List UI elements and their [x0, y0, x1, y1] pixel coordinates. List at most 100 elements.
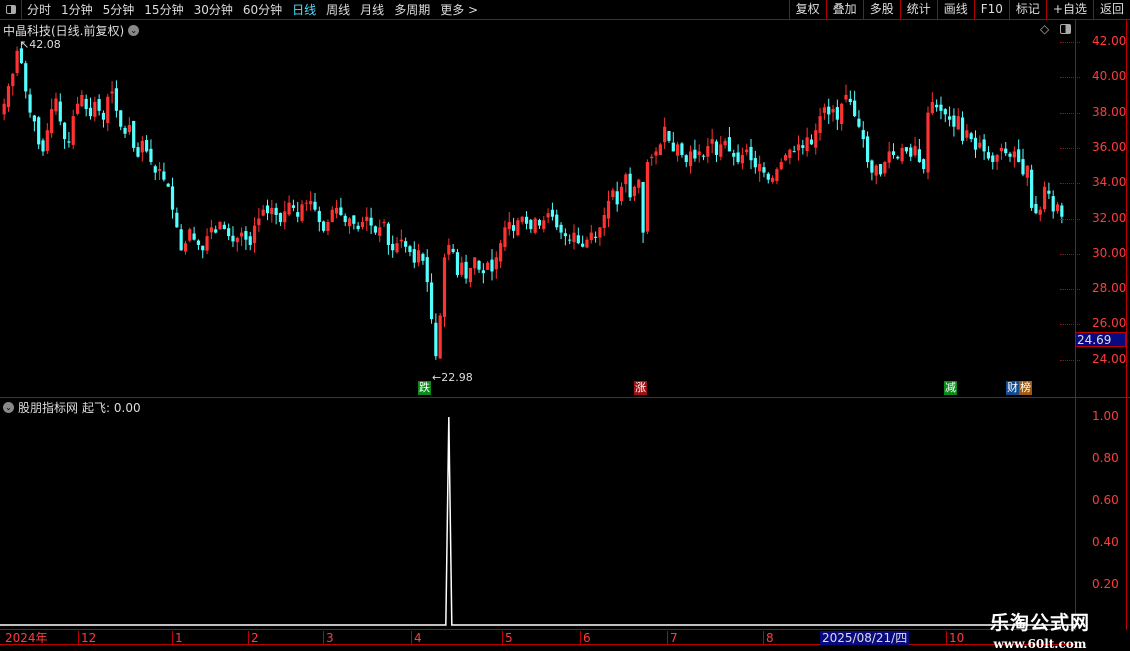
toolbar-button[interactable]: 返回: [1092, 0, 1130, 20]
candle: [373, 225, 378, 235]
candle-body: [162, 171, 166, 180]
marker-finance[interactable]: 财: [1006, 381, 1019, 395]
candle-body: [853, 100, 857, 117]
candlestick-chart[interactable]: [0, 20, 1075, 397]
candle: [878, 164, 883, 177]
candle: [93, 96, 97, 122]
candle-body: [606, 200, 611, 219]
period-tab[interactable]: 5分钟: [102, 3, 135, 17]
candle: [529, 218, 533, 233]
candle: [54, 92, 58, 115]
candle-body: [909, 147, 913, 157]
candle-body: [175, 212, 179, 228]
period-toolbar: 分时 1分钟 5分钟 15分钟 30分钟 60分钟 日线 周线 月线 多周期 更多 > 复权 叠加 多股…: [0, 0, 1130, 20]
marker-rise[interactable]: 涨: [634, 381, 647, 395]
period-tab[interactable]: 多周期: [394, 3, 431, 17]
time-axis-label: 5: [502, 631, 513, 645]
candle: [45, 123, 49, 154]
candle-body: [878, 164, 883, 175]
time-axis-label: 10: [946, 631, 964, 645]
candle: [710, 128, 714, 154]
candle: [585, 236, 589, 248]
time-axis-label: 6: [580, 631, 591, 645]
period-tab[interactable]: 分时: [27, 3, 52, 17]
candle-body: [542, 220, 546, 230]
period-tab[interactable]: 60分钟: [242, 3, 283, 17]
candle-body: [41, 140, 45, 152]
candle: [365, 207, 369, 231]
chevron-down-icon[interactable]: ⌄: [3, 402, 14, 413]
period-tab[interactable]: 1分钟: [61, 3, 93, 17]
sidebar-toggle-button[interactable]: [0, 0, 22, 20]
candle: [732, 149, 736, 166]
candle-body: [451, 248, 455, 253]
candle: [75, 96, 80, 116]
high-price-label: ↖42.08: [20, 38, 61, 51]
toolbar-button[interactable]: +自选: [1045, 0, 1093, 20]
candle-body: [356, 225, 360, 230]
period-tab[interactable]: 周线: [326, 3, 351, 17]
candle-body: [611, 190, 615, 198]
candle-body: [360, 222, 365, 228]
time-axis[interactable]: 2025/08/21/四 2024年 12 1 2 3 4 5 6 7 8 10: [0, 629, 1075, 645]
candle: [244, 226, 248, 250]
indicator-name[interactable]: 股朋指标网: [18, 401, 79, 415]
toolbar-button[interactable]: 叠加: [825, 0, 863, 20]
candle-body: [740, 154, 744, 164]
candle: [110, 81, 114, 104]
candle-body: [132, 120, 136, 148]
period-tab[interactable]: 30分钟: [193, 3, 233, 17]
candle-body: [822, 107, 827, 113]
candle: [412, 241, 416, 269]
current-price-tag: 24.69: [1075, 332, 1126, 347]
marker-fall[interactable]: 跌: [418, 381, 431, 395]
toolbar-button[interactable]: 画线: [936, 0, 974, 20]
candle: [973, 130, 978, 158]
period-tab[interactable]: 15分钟: [144, 3, 184, 17]
marker-list[interactable]: 榜: [1019, 381, 1032, 395]
toolbar-button[interactable]: 统计: [899, 0, 937, 20]
candle: [1042, 181, 1047, 213]
candle: [183, 240, 188, 255]
candle-body: [628, 173, 632, 198]
panel-icon[interactable]: [1060, 24, 1071, 34]
candle: [127, 117, 131, 135]
candle-body: [395, 243, 399, 253]
period-tab[interactable]: 更多 >: [440, 3, 479, 17]
candle-body: [412, 249, 416, 263]
toolbar-button[interactable]: F10: [973, 0, 1009, 20]
candle: [762, 162, 766, 178]
candle-body: [559, 224, 563, 233]
candle: [218, 221, 222, 230]
period-tab[interactable]: 日线: [292, 3, 317, 17]
toolbar-button[interactable]: 标记: [1008, 0, 1046, 20]
candle-body: [615, 191, 619, 205]
candle-body: [598, 227, 602, 238]
candle: [982, 134, 986, 160]
candle: [1034, 195, 1038, 215]
panel-icon: [5, 5, 16, 14]
candle-body: [555, 214, 559, 228]
candle-body: [317, 211, 321, 223]
chevron-down-icon[interactable]: ⌄: [128, 25, 140, 36]
candle-body: [507, 222, 511, 230]
period-tab[interactable]: 月线: [360, 3, 385, 17]
candle-body: [844, 94, 848, 100]
candle-body: [490, 259, 494, 272]
candle: [214, 225, 218, 234]
toolbar-button[interactable]: 复权: [788, 0, 826, 20]
candle-body: [667, 131, 671, 141]
price-tick-label: 26.00: [1092, 316, 1127, 331]
toolbar-button[interactable]: 多股: [862, 0, 900, 20]
candle: [1017, 139, 1021, 163]
candle: [524, 211, 529, 230]
diamond-icon[interactable]: ◇: [1040, 22, 1050, 36]
candle-body: [978, 142, 982, 148]
marker-reduce[interactable]: 减: [944, 381, 957, 395]
candle-body: [693, 149, 697, 159]
candle-body: [935, 104, 939, 108]
candle-body: [762, 167, 766, 173]
panel-divider[interactable]: [0, 397, 1130, 398]
candle: [680, 142, 684, 158]
indicator-chart[interactable]: [0, 397, 1075, 629]
